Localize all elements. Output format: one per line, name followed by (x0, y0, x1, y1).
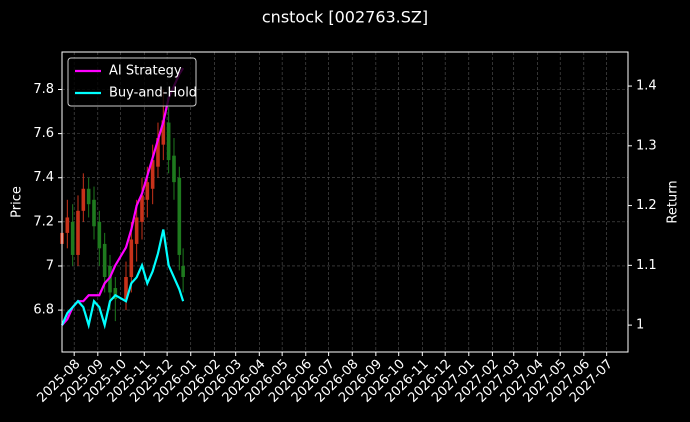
legend-label: Buy-and-Hold (109, 86, 197, 101)
y-tick-label: 7 (46, 258, 54, 273)
y2-tick-label: 1.4 (636, 79, 657, 94)
candle-body (134, 217, 139, 244)
candle-body (70, 221, 75, 255)
y-tick-label: 7.2 (33, 214, 54, 229)
y-tick-label: 6.8 (33, 303, 54, 318)
y2-tick-label: 1.3 (636, 138, 657, 153)
y2-tick-label: 1.2 (636, 198, 657, 213)
candle-body (92, 199, 96, 227)
candle-body (81, 188, 86, 211)
candle-body (161, 120, 166, 145)
legend-label: AI Strategy (109, 64, 182, 79)
candle-body (86, 188, 91, 205)
candle-body (172, 155, 176, 183)
candle-body (166, 122, 171, 161)
candle-body (145, 182, 150, 200)
candle-body (108, 265, 112, 293)
y2-tick-label: 1 (636, 318, 644, 333)
candle-body (97, 221, 102, 249)
series-line (61, 67, 185, 326)
candle-body (113, 288, 118, 300)
candle-body (76, 210, 80, 255)
candle-body (150, 160, 155, 189)
candle-body (102, 243, 107, 277)
candle-body (124, 277, 128, 300)
series-line (60, 229, 185, 330)
y-tick-label: 7.6 (33, 126, 54, 141)
candle-body (140, 195, 144, 222)
candle-body (156, 138, 160, 167)
plot-frame (61, 51, 629, 353)
y2-axis-label: Return (666, 180, 681, 223)
candle-body (177, 177, 182, 255)
chart-title: cnstock [002763.SZ] (262, 8, 428, 27)
y-tick-label: 7.8 (33, 82, 54, 97)
candle-body (181, 265, 185, 277)
candle-body (65, 217, 70, 233)
y2-tick-label: 1.1 (636, 258, 657, 273)
candle-body (129, 239, 134, 277)
y-axis-label: Price (10, 186, 25, 218)
y-tick-label: 7.4 (33, 170, 54, 185)
